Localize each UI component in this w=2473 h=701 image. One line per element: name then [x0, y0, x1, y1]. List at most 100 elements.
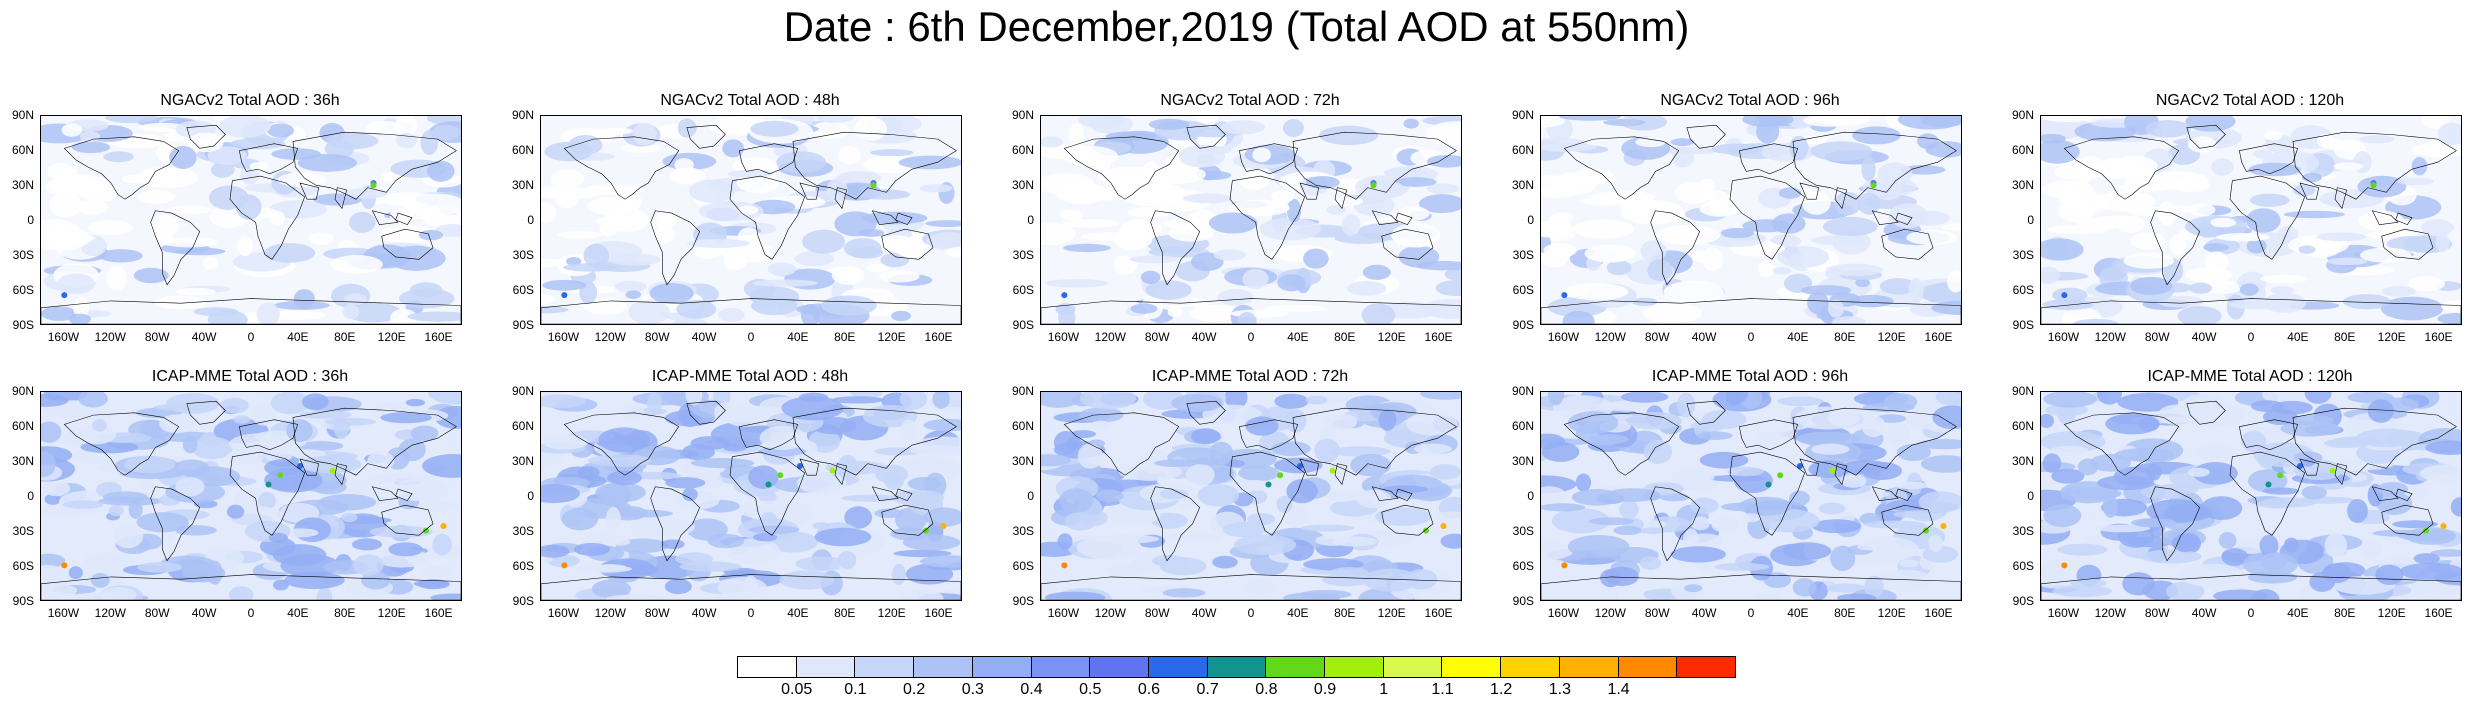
lat-tick-label: 60N [2011, 143, 2034, 157]
map-plot-area [40, 115, 462, 325]
lon-tick-label: 0 [747, 606, 755, 620]
lon-tick-label: 80E [1334, 330, 1356, 344]
lon-tick-label: 40E [287, 606, 309, 620]
colorbar-box [1089, 656, 1149, 678]
lat-tick-label: 0 [27, 213, 34, 227]
lon-tick-label: 40W [2191, 606, 2217, 620]
lon-tick-label: 160W [2047, 330, 2080, 344]
colorbar-box [1147, 656, 1208, 678]
map-plot-area [1540, 115, 1962, 325]
lat-tick-label: 30N [11, 178, 34, 192]
lon-tick-label: 120W [1594, 606, 1627, 620]
lat-tick-label: 90N [1511, 384, 1534, 398]
map-panel: NGACv2 Total AOD : 72h 90N 60N 30N 0 30S 60S 90… [1002, 92, 1462, 352]
colorbar-box [1382, 656, 1443, 678]
lat-tick-label: 30N [2011, 178, 2034, 192]
lat-tick-label: 0 [527, 213, 534, 227]
lat-tick-label: 90N [511, 108, 534, 122]
colorbar-labels: 0.05 0.1 0.2 0.3 0.4 0.5 0.6 0.7 0.8 0.9 1 1.1 1.2 1.… [738, 681, 1738, 701]
map-panel: NGACv2 Total AOD : 120h 90N 60N 30N 0 30S 60S 9… [2002, 92, 2462, 352]
map-plot-area [2040, 391, 2462, 601]
map-panel: NGACv2 Total AOD : 96h 90N 60N 30N 0 30S 60S 90… [1502, 92, 1962, 352]
lat-tick-label: 90N [1511, 108, 1534, 122]
lat-tick-label: 90S [1512, 318, 1534, 332]
map-plot-area [1040, 115, 1462, 325]
lat-tick-label: 60N [2011, 419, 2034, 433]
lon-tick-label: 40W [191, 606, 217, 620]
lat-tick-label: 30N [1011, 178, 1034, 192]
lat-tick-label: 60N [511, 419, 534, 433]
map-panel: NGACv2 Total AOD : 36h 90N 60N 30N 0 30S 60S 90… [2, 92, 462, 352]
lon-tick-label: 160E [924, 330, 953, 344]
lat-tick-label: 60S [512, 283, 534, 297]
lon-tick-label: 40E [287, 330, 309, 344]
lon-tick-label: 80E [1834, 330, 1856, 344]
lon-tick-label: 40W [1691, 606, 1717, 620]
lon-tick-label: 160E [1424, 606, 1453, 620]
colorbar-box [1617, 656, 1678, 678]
lon-tick-label: 160E [1424, 330, 1453, 344]
lon-tick-label: 0 [1247, 606, 1255, 620]
map-plot-area [540, 115, 962, 325]
lon-tick-label: 0 [247, 330, 255, 344]
colorbar-box [1558, 656, 1619, 678]
lat-tick-label: 90S [12, 318, 34, 332]
lon-tick-label: 120E [2377, 606, 2406, 620]
colorbar-tick-label: 0.6 [1137, 681, 1161, 698]
aod-field-map [41, 116, 461, 324]
aod-field-map [2041, 392, 2461, 600]
aod-field-map [1541, 116, 1961, 324]
panel-title: NGACv2 Total AOD : 120h [2155, 92, 2345, 109]
map-plot-area [1040, 391, 1462, 601]
lon-tick-label: 80E [1334, 606, 1356, 620]
lon-tick-label: 80W [1644, 330, 1670, 344]
lon-tick-label: 40E [1287, 330, 1309, 344]
lon-tick-label: 80W [2144, 330, 2170, 344]
lon-tick-label: 40W [2191, 330, 2217, 344]
lat-tick-label: 60S [2012, 283, 2034, 297]
lon-tick-label: 120E [1877, 330, 1906, 344]
lat-tick-label: 90S [512, 318, 534, 332]
lon-tick-label: 80W [1144, 606, 1170, 620]
lat-tick-label: 30N [511, 454, 534, 468]
lat-tick-label: 30S [12, 524, 34, 538]
lat-tick-label: 30N [11, 454, 34, 468]
lon-tick-label: 160E [2424, 330, 2453, 344]
lat-tick-label: 90N [2011, 384, 2034, 398]
lon-tick-label: 80E [2334, 606, 2356, 620]
lat-tick-label: 30S [1512, 524, 1534, 538]
colorbar-tick-label: 1.3 [1548, 681, 1571, 698]
lon-tick-label: 120W [94, 606, 127, 620]
lon-tick-label: 160W [47, 606, 80, 620]
lon-tick-label: 120E [2377, 330, 2406, 344]
aod-field-map [1041, 392, 1461, 600]
colorbar-box [913, 656, 973, 678]
aod-field-map [541, 392, 961, 600]
lon-tick-label: 0 [1247, 330, 1255, 344]
lat-tick-label: 60S [12, 283, 34, 297]
lon-tick-label: 160W [1547, 606, 1580, 620]
lon-tick-label: 80E [334, 606, 356, 620]
map-panel: ICAP-MME Total AOD : 36h 90N 60N 30N 0 30S 60S… [2, 368, 462, 628]
lon-tick-label: 0 [747, 330, 755, 344]
colorbar-tick-label: 0.05 [781, 681, 813, 698]
colorbar-tick-label: 0.3 [961, 681, 984, 698]
lon-tick-label: 160W [2047, 606, 2080, 620]
map-panel: ICAP-MME Total AOD : 48h 90N 60N 30N 0 30S 60S… [502, 368, 962, 628]
lon-tick-label: 0 [1747, 606, 1755, 620]
lat-tick-label: 90S [1012, 318, 1034, 332]
lat-tick-label: 90N [1011, 384, 1034, 398]
map-plot-area [540, 391, 962, 601]
lon-tick-label: 160E [924, 606, 953, 620]
lat-tick-label: 0 [1027, 489, 1034, 503]
lat-tick-label: 30N [511, 178, 534, 192]
lon-tick-label: 160E [424, 330, 453, 344]
lat-tick-label: 0 [1527, 489, 1534, 503]
lat-tick-label: 0 [1527, 213, 1534, 227]
lon-tick-label: 0 [247, 606, 255, 620]
lon-tick-label: 120W [1594, 330, 1627, 344]
lon-tick-label: 120W [94, 330, 127, 344]
map-panel: NGACv2 Total AOD : 48h 90N 60N 30N 0 30S 60S 90… [502, 92, 962, 352]
lon-tick-label: 120W [2094, 330, 2127, 344]
lon-tick-label: 40E [787, 330, 809, 344]
